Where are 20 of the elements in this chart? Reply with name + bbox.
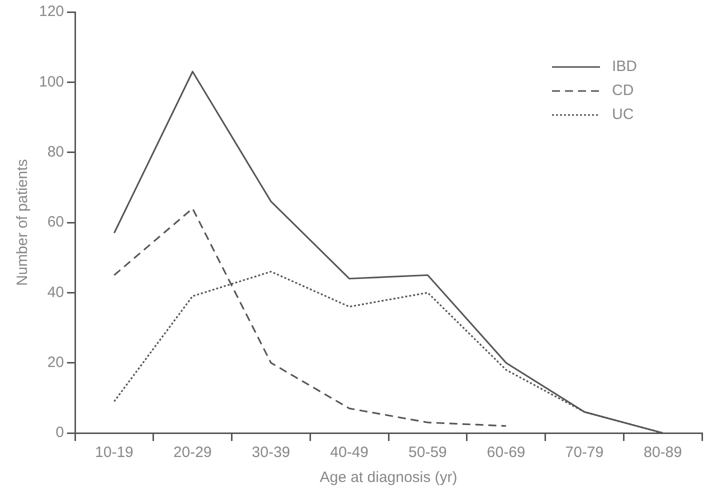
x-tick-label: 40-49 — [330, 444, 369, 462]
y-tick-label: 40 — [47, 284, 64, 301]
y-axis-title: Number of patients — [14, 159, 32, 286]
legend-label: CD — [612, 82, 634, 100]
x-axis-title: Age at diagnosis (yr) — [320, 469, 458, 486]
x-tick-label: 10-19 — [95, 444, 134, 462]
y-tick-label: 20 — [47, 354, 64, 371]
y-tick-label: 60 — [47, 214, 64, 231]
x-tick-label: 70-79 — [565, 444, 604, 462]
x-tick-label: 50-59 — [408, 444, 447, 462]
legend-label: IBD — [612, 58, 638, 76]
x-tick-label: 20-29 — [173, 444, 212, 462]
x-tick-label: 30-39 — [252, 444, 290, 462]
y-tick-label: 80 — [47, 143, 64, 160]
legend-label: UC — [612, 106, 634, 124]
y-tick-label: 0 — [56, 424, 64, 442]
y-tick-label: 100 — [38, 73, 64, 90]
x-tick-label: 80-89 — [644, 444, 682, 462]
y-tick-label: 120 — [38, 3, 64, 20]
x-tick-label: 60-69 — [486, 444, 526, 462]
